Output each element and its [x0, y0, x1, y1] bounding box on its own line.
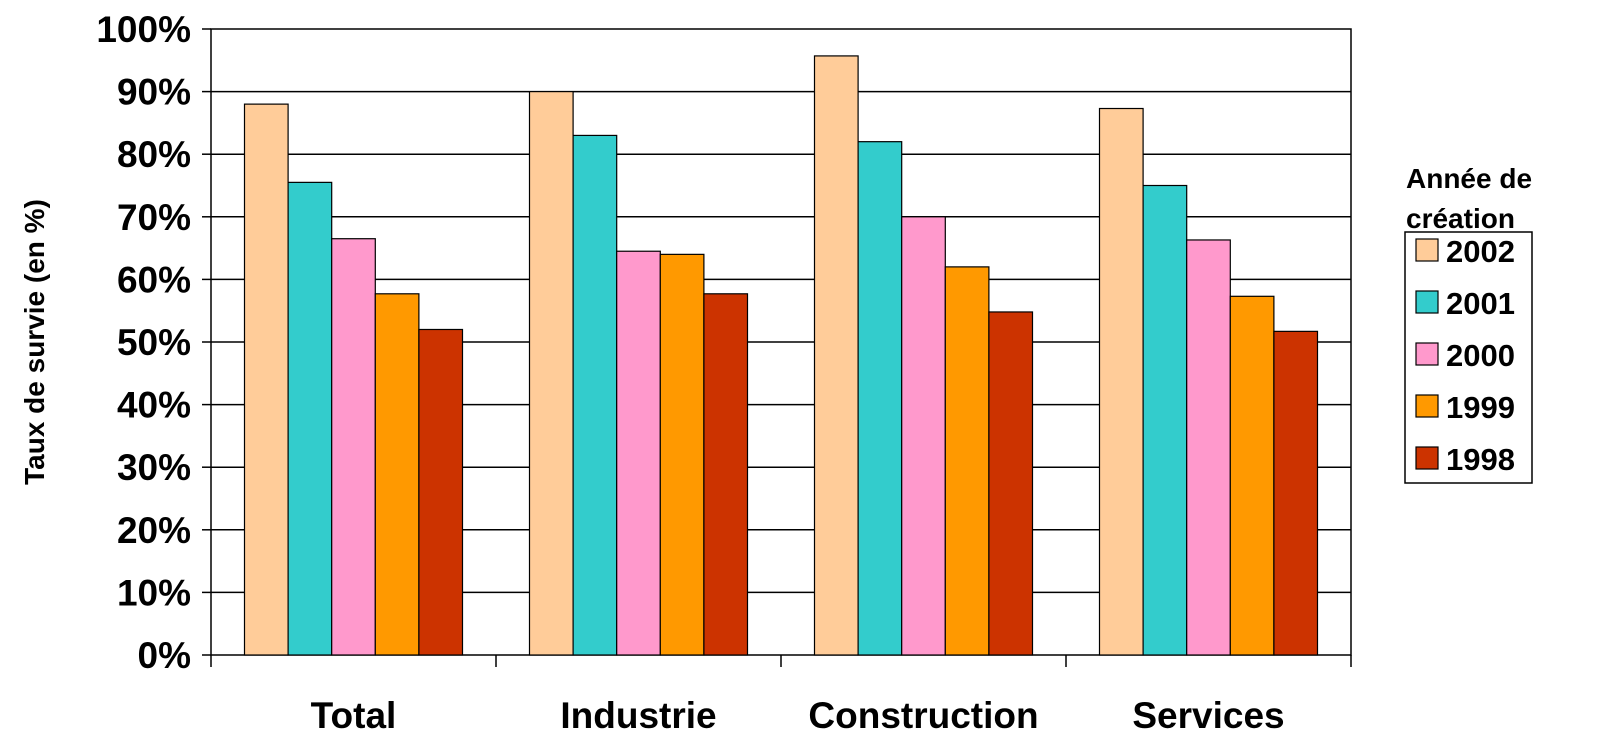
y-tick-label: 100% [96, 9, 191, 50]
bar-industrie-1999 [659, 253, 705, 656]
bar-industrie-1998 [703, 293, 749, 656]
axes [202, 28, 1352, 667]
legend-label-2000: 2000 [1446, 338, 1515, 373]
y-tick-label: 20% [117, 510, 191, 551]
y-tick-label: 40% [117, 385, 191, 426]
legend-label-2001: 2001 [1446, 286, 1515, 321]
bar-construction-2001 [857, 141, 903, 656]
bar-construction-2000 [901, 216, 946, 656]
bar-construction-1999 [944, 266, 990, 656]
bar-construction-1998 [988, 311, 1034, 656]
legend-swatch-2001 [1415, 290, 1439, 314]
legend-swatch-2002 [1415, 238, 1439, 262]
bar-total-2002 [243, 103, 289, 656]
y-tick-label: 80% [117, 134, 191, 175]
bar-total-1999 [374, 293, 420, 656]
legend-swatch-1999 [1415, 394, 1439, 418]
y-tick-label: 90% [117, 72, 191, 113]
bar-services-1999 [1229, 295, 1275, 656]
bar-industrie-2001 [572, 134, 618, 656]
y-tick-label: 0% [138, 635, 191, 676]
category-label-industrie: Industrie [560, 695, 716, 736]
bar-construction-2002 [813, 55, 859, 656]
bars [243, 55, 1319, 656]
legend-items: 2002 2001 2000 1999 1998 [1415, 234, 1515, 477]
y-tick-label: 60% [117, 259, 191, 300]
legend-label-1998: 1998 [1446, 442, 1515, 477]
bar-industrie-2000 [616, 250, 661, 656]
legend-swatch-2000 [1415, 342, 1439, 366]
bar-services-2002 [1098, 107, 1144, 656]
category-label-construction: Construction [808, 695, 1038, 736]
category-labels: Total Industrie Construction Services [311, 695, 1285, 736]
bar-total-1998 [418, 328, 464, 656]
legend: Année de création 2002 2001 2000 1999 1998 [1404, 163, 1533, 484]
y-tick-labels: 0% 10% 20% 30% 40% 50% 60% 70% 80% 90% 100% [96, 9, 191, 676]
legend-label-2002: 2002 [1446, 234, 1515, 269]
bar-services-2001 [1142, 184, 1188, 656]
y-tick-label: 10% [117, 572, 191, 613]
legend-swatch-1998 [1415, 446, 1439, 470]
bar-industrie-2002 [528, 90, 574, 656]
y-tick-label: 30% [117, 447, 191, 488]
category-label-services: Services [1132, 695, 1284, 736]
legend-title-line-2: création [1406, 203, 1515, 234]
bar-services-2000 [1186, 239, 1231, 656]
category-label-total: Total [311, 695, 397, 736]
y-axis-label: Taux de survie (en %) [19, 199, 50, 485]
y-tick-label: 70% [117, 197, 191, 238]
legend-title-line-1: Année de [1406, 163, 1532, 194]
legend-label-1999: 1999 [1446, 390, 1515, 425]
y-tick-label: 50% [117, 322, 191, 363]
bar-services-1998 [1273, 330, 1319, 656]
bar-total-2001 [287, 181, 333, 656]
bar-total-2000 [331, 238, 376, 656]
